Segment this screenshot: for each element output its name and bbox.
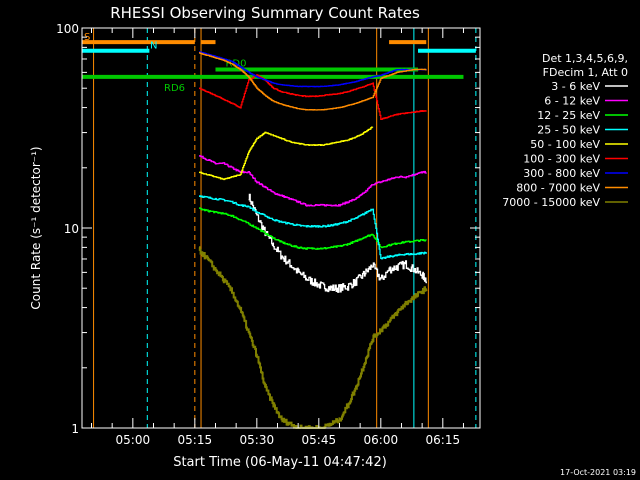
flag-label-rd6: RD6	[164, 83, 185, 94]
x-tick-label-3: 05:45	[302, 433, 337, 447]
legend-header-line-1: Det 1,3,4,5,6,9,	[542, 52, 628, 65]
series-line-6	[199, 51, 427, 88]
series-line-7	[199, 52, 427, 111]
x-tick-label-2: 05:30	[240, 433, 275, 447]
x-tick-label-0: 05:00	[116, 433, 151, 447]
series-line-3	[199, 195, 427, 260]
flag-label-n: N	[150, 41, 157, 52]
axes: 05:00 05:15 05:30 05:45 06:00 06:15 1 10 100	[56, 22, 481, 447]
render-date: 17-Oct-2021 03:19	[560, 468, 636, 477]
legend-label-0: 3 - 6 keV	[551, 80, 600, 93]
series-line-5	[199, 74, 427, 120]
x-tick-label-4: 06:00	[364, 433, 399, 447]
x-tick-label-5: 06:15	[426, 433, 461, 447]
y-tick-label-0: 1	[71, 422, 79, 436]
series-line-4	[199, 126, 374, 181]
x-axis-label: Start Time (06-May-11 04:47:42)	[173, 455, 387, 470]
y-tick-label-2: 100	[56, 22, 79, 36]
legend-label-7: 800 - 7000 keV	[516, 182, 600, 195]
x-tick-label-1: 05:15	[178, 433, 213, 447]
y-tick-label-1: 10	[64, 222, 79, 236]
legend-label-6: 300 - 800 keV	[523, 167, 600, 180]
flag-label-s: S	[84, 32, 90, 43]
legend-label-5: 100 - 300 keV	[523, 153, 600, 166]
legend-label-1: 6 - 12 keV	[544, 95, 600, 108]
series-line-2	[199, 207, 427, 250]
y-axis-label: Count Rate (s⁻¹ detector⁻¹)	[29, 146, 43, 309]
legend-header-line-2: FDecim 1, Att 0	[543, 66, 628, 79]
chart-title: RHESSI Observing Summary Count Rates	[110, 4, 420, 22]
series-line-0	[248, 193, 427, 293]
legend-label-4: 50 - 100 keV	[530, 138, 600, 151]
legend-label-3: 25 - 50 keV	[537, 124, 600, 137]
legend-label-8: 7000 - 15000 keV	[502, 196, 600, 209]
legend-label-2: 12 - 25 keV	[537, 109, 600, 122]
series-line-1	[199, 155, 427, 207]
